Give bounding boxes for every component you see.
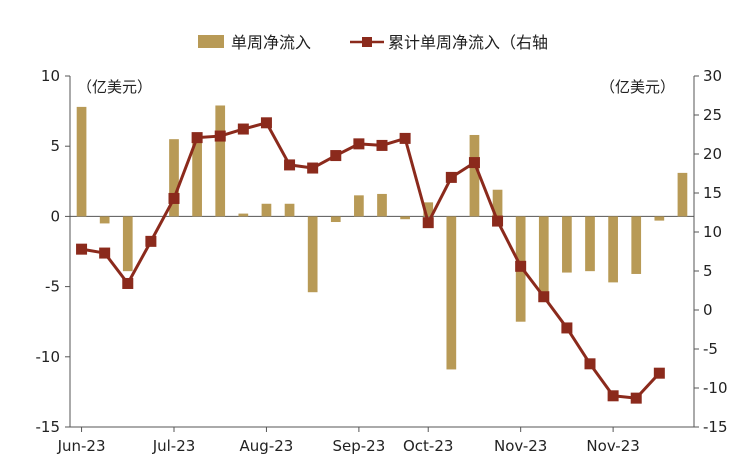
cumulative-inflow-point: [653, 367, 665, 379]
weekly-inflow-bar: [400, 216, 410, 220]
right-axis-unit: （亿美元）: [600, 78, 675, 96]
cumulative-inflow-point: [561, 322, 573, 334]
weekly-inflow-bar: [585, 216, 595, 272]
x-tick-label: Jun-23: [57, 437, 106, 455]
legend: 单周净流入 累计单周净流入（右轴: [198, 33, 548, 52]
legend-bar-swatch: [198, 35, 224, 48]
weekly-inflow-bar: [238, 213, 249, 217]
weekly-inflow-bar: [307, 216, 318, 293]
weekly-inflow-bar: [562, 216, 572, 273]
weekly-inflow-bar: [469, 134, 480, 217]
x-tick-label: Nov-23: [494, 437, 547, 455]
weekly-inflow-bar: [423, 202, 434, 217]
x-tick-label: Sep-23: [332, 437, 385, 455]
x-tick-label: Oct-23: [403, 437, 453, 455]
cumulative-inflow-point: [214, 130, 226, 142]
left-tick-label: -15: [36, 418, 61, 436]
cumulative-inflow-point: [492, 215, 504, 227]
weekly-inflow-bar: [261, 203, 272, 217]
x-tick-label: Nov-23: [586, 437, 639, 455]
weekly-inflow-bar: [377, 193, 387, 217]
weekly-inflow-bar: [677, 172, 688, 217]
weekly-inflow-bar: [446, 216, 457, 370]
cumulative-inflow-point: [284, 159, 296, 171]
cumulative-inflow-point: [191, 132, 203, 144]
weekly-inflow-bar: [284, 203, 295, 217]
left-tick-label: 10: [41, 67, 60, 85]
cumulative-inflow-point: [538, 291, 550, 303]
x-tick-label: Jul-23: [152, 437, 196, 455]
cumulative-inflow-point: [237, 123, 249, 135]
cumulative-inflow-point: [76, 243, 88, 255]
right-tick-label: 20: [703, 145, 722, 163]
cumulative-inflow-point: [330, 150, 342, 162]
cumulative-inflow-point: [376, 139, 388, 151]
cumulative-inflow-point: [353, 138, 365, 150]
weekly-inflow-bar: [330, 216, 341, 223]
cumulative-inflow-point: [260, 117, 272, 129]
cumulative-inflow-point: [99, 247, 111, 259]
weekly-inflow-bar: [99, 216, 110, 224]
left-tick-label: -10: [36, 348, 61, 366]
right-tick-label: -5: [703, 340, 718, 358]
cumulative-inflow-point: [630, 392, 642, 404]
cumulative-inflow-point: [145, 235, 157, 247]
weekly-inflow-bar: [608, 216, 618, 283]
right-tick-label: 0: [703, 301, 713, 319]
right-tick-label: -15: [703, 418, 728, 436]
left-axis-unit: （亿美元）: [77, 78, 152, 96]
weekly-inflow-bar: [122, 216, 133, 272]
legend-line-label: 累计单周净流入（右轴: [388, 33, 548, 52]
weekly-inflow-bar: [492, 189, 503, 217]
cumulative-inflow-point: [584, 358, 596, 370]
left-tick-label: -5: [45, 278, 60, 296]
weekly-inflow-bar: [354, 195, 364, 217]
weekly-inflow-bar: [169, 139, 179, 217]
weekly-inflow-bar: [192, 140, 202, 217]
weekly-inflow-bar: [215, 105, 226, 217]
cumulative-inflow-point: [422, 217, 434, 229]
right-tick-label: 15: [703, 184, 722, 202]
cumulative-inflow-point: [168, 192, 180, 204]
legend-line-marker: [362, 37, 372, 47]
cumulative-inflow-point: [122, 277, 134, 289]
right-tick-label: 30: [703, 67, 722, 85]
right-tick-label: 10: [703, 223, 722, 241]
right-tick-label: 25: [703, 106, 722, 124]
cumulative-inflow-point: [607, 390, 619, 402]
left-tick-label: 5: [50, 137, 60, 155]
cumulative-inflow-line: [81, 121, 661, 400]
cumulative-inflow-point: [445, 171, 457, 183]
cumulative-inflow-point: [515, 260, 527, 272]
left-tick-label: 0: [50, 207, 60, 225]
right-tick-label: -10: [703, 379, 728, 397]
x-tick-label: Aug-23: [240, 437, 294, 455]
weekly-inflow-bar: [76, 106, 87, 217]
right-tick-label: 5: [703, 262, 713, 280]
cumulative-inflow-point: [307, 162, 319, 174]
legend-bar-label: 单周净流入: [231, 33, 311, 52]
cumulative-inflow-point: [399, 132, 411, 144]
weekly-inflow-bar: [654, 216, 665, 221]
weekly-inflow-bar: [538, 216, 549, 298]
weekly-inflow-bar: [631, 216, 642, 274]
cumulative-inflow-point: [468, 157, 480, 169]
